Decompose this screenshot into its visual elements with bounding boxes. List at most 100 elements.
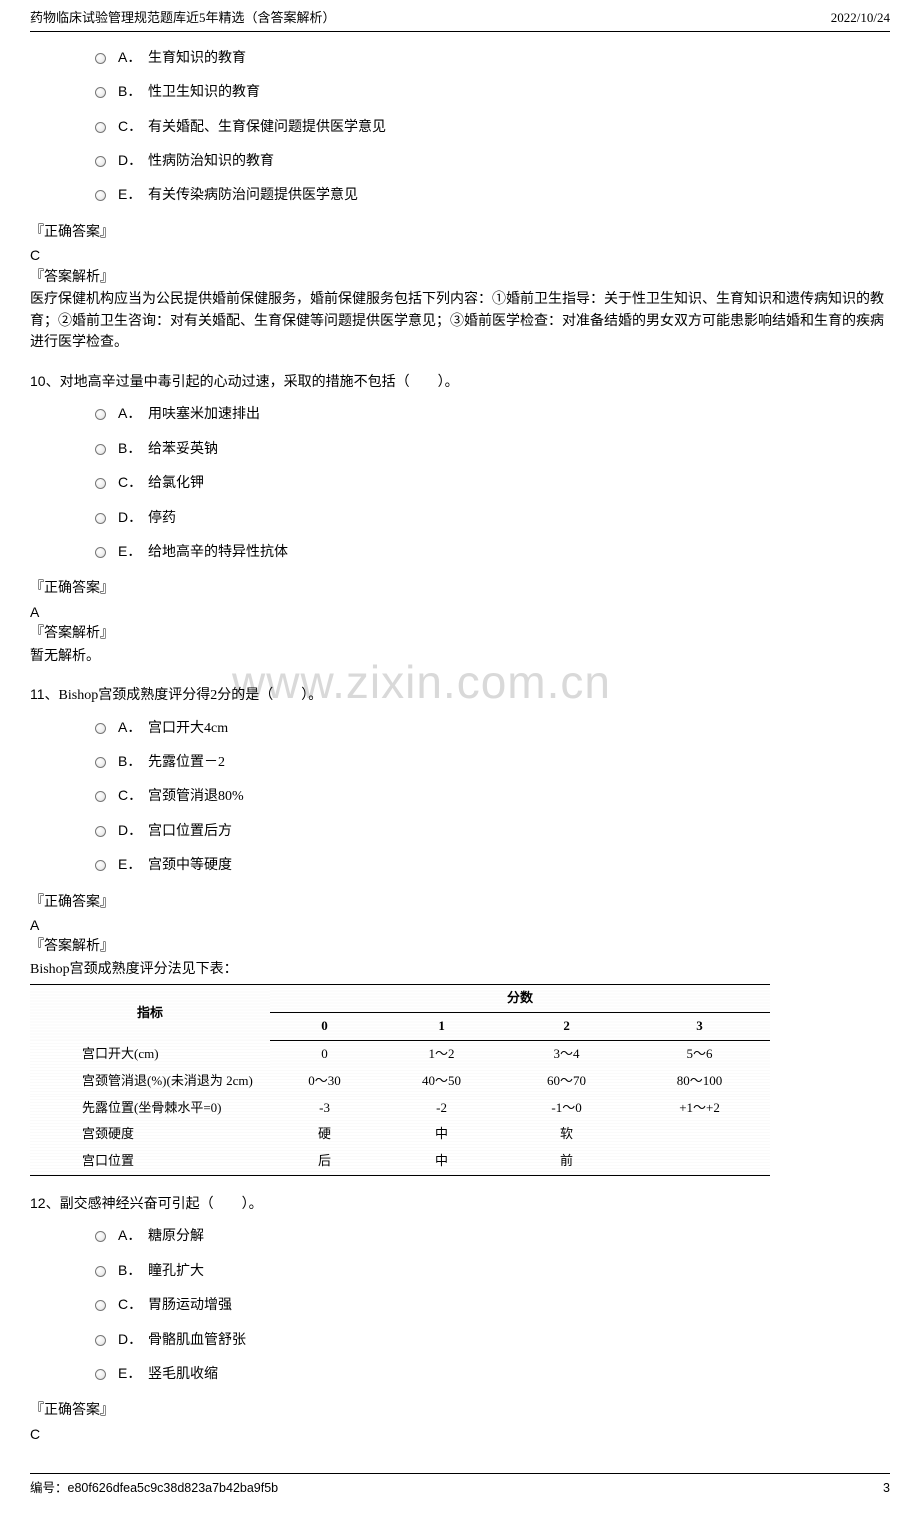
option-letter: A． — [118, 716, 148, 738]
q9-option-b[interactable]: B． 性卫生知识的教育 — [95, 80, 890, 104]
q12-answer: C — [30, 1423, 890, 1445]
q10-option-c[interactable]: C．给氯化钾 — [95, 471, 890, 495]
radio-icon — [95, 860, 106, 871]
q10-number: 10、 — [30, 373, 60, 389]
radio-icon — [95, 723, 106, 734]
radio-icon — [95, 409, 106, 420]
q11-answer: A — [30, 914, 890, 936]
cell: 中 — [379, 1148, 504, 1175]
cell — [629, 1148, 770, 1175]
cell: 硬 — [270, 1121, 379, 1148]
radio-icon — [95, 757, 106, 768]
q9-answer-label: 『正确答案』 — [30, 222, 890, 244]
cell: 3～4 — [504, 1040, 629, 1067]
radio-icon — [95, 826, 106, 837]
bishop-col-3: 3 — [629, 1013, 770, 1041]
cell: 1～2 — [379, 1040, 504, 1067]
row-label: 宫颈管消退(%)(未消退为 2cm) — [30, 1068, 270, 1095]
option-letter: E． — [118, 853, 148, 875]
radio-icon — [95, 87, 106, 98]
cell: 60～70 — [504, 1068, 629, 1095]
q11-number: 11、 — [30, 686, 59, 702]
option-letter: C． — [118, 115, 148, 137]
option-letter: A． — [118, 1224, 148, 1246]
option-letter: D． — [118, 149, 148, 171]
q11-option-e[interactable]: E．宫颈中等硬度 — [95, 853, 890, 877]
q10-options: A．用呋塞米加速排出 B．给苯妥英钠 C．给氯化钾 D．停药 E．给地高辛的特异… — [95, 402, 890, 564]
doc-date: 2022/10/24 — [831, 8, 890, 29]
option-letter: C． — [118, 784, 148, 806]
q12-answer-label: 『正确答案』 — [30, 1400, 890, 1422]
q12-option-b[interactable]: B．瞳孔扩大 — [95, 1259, 890, 1283]
radio-icon — [95, 1369, 106, 1380]
radio-icon — [95, 478, 106, 489]
q11-option-a[interactable]: A．宫口开大4cm — [95, 716, 890, 740]
option-text: 宫口开大4cm — [148, 718, 228, 740]
q9-option-a[interactable]: A． 生育知识的教育 — [95, 46, 890, 70]
q9-analysis: 医疗保健机构应当为公民提供婚前保健服务，婚前保健服务包括下列内容：①婚前卫生指导… — [30, 289, 890, 354]
q12-number: 12、 — [30, 1195, 60, 1211]
doc-title: 药物临床试验管理规范题库近5年精选（含答案解析） — [30, 8, 336, 29]
q11-stem: Bishop宫颈成熟度评分得2分的是（ ）。 — [59, 688, 323, 703]
option-text: 给苯妥英钠 — [148, 439, 218, 461]
option-text: 性卫生知识的教育 — [148, 82, 260, 104]
q10-stem: 对地高辛过量中毒引起的心动过速，采取的措施不包括（ ）。 — [60, 375, 459, 390]
page-number: 3 — [883, 1478, 890, 1498]
table-row: 宫口位置 后 中 前 — [30, 1148, 770, 1175]
option-letter: B． — [118, 1259, 148, 1281]
option-text: 胃肠运动增强 — [148, 1295, 232, 1317]
option-text: 宫颈管消退80% — [148, 786, 244, 808]
bishop-col-2: 2 — [504, 1013, 629, 1041]
radio-icon — [95, 547, 106, 558]
q9-option-d[interactable]: D． 性病防治知识的教育 — [95, 149, 890, 173]
q12-stem: 副交感神经兴奋可引起（ ）。 — [60, 1197, 263, 1212]
radio-icon — [95, 791, 106, 802]
cell: 0 — [270, 1040, 379, 1067]
q11-option-b[interactable]: B．先露位置－2 — [95, 750, 890, 774]
q12-option-c[interactable]: C．胃肠运动增强 — [95, 1293, 890, 1317]
radio-icon — [95, 1266, 106, 1277]
bishop-table: 指标 分数 0 1 2 3 宫口开大(cm) 0 1～2 3～4 5～6 — [30, 984, 770, 1176]
option-text: 生育知识的教育 — [148, 48, 246, 70]
table-row: 宫颈管消退(%)(未消退为 2cm) 0～30 40～50 60～70 80～1… — [30, 1068, 770, 1095]
radio-icon — [95, 53, 106, 64]
q12-option-a[interactable]: A．糖原分解 — [95, 1224, 890, 1248]
q9-answer: C — [30, 244, 890, 266]
cell: 5～6 — [629, 1040, 770, 1067]
q11-option-d[interactable]: D．宫口位置后方 — [95, 819, 890, 843]
cell: 80～100 — [629, 1068, 770, 1095]
table-row: 先露位置(坐骨棘水平=0) -3 -2 -1～0 +1～+2 — [30, 1095, 770, 1122]
q12-option-e[interactable]: E．竖毛肌收缩 — [95, 1362, 890, 1386]
radio-icon — [95, 513, 106, 524]
q9-option-e[interactable]: E． 有关传染病防治问题提供医学意见 — [95, 183, 890, 207]
radio-icon — [95, 122, 106, 133]
radio-icon — [95, 1231, 106, 1242]
option-text: 宫颈中等硬度 — [148, 855, 232, 877]
table-row: 宫口开大(cm) 0 1～2 3～4 5～6 — [30, 1040, 770, 1067]
option-text: 糖原分解 — [148, 1226, 204, 1248]
option-letter: D． — [118, 1328, 148, 1350]
option-letter: B． — [118, 750, 148, 772]
cell: 软 — [504, 1121, 629, 1148]
q10-option-b[interactable]: B．给苯妥英钠 — [95, 437, 890, 461]
cell: 0～30 — [270, 1068, 379, 1095]
option-text: 性病防治知识的教育 — [148, 151, 274, 173]
option-letter: E． — [118, 1362, 148, 1384]
q11-analysis-pre: Bishop宫颈成熟度评分法见下表： — [30, 959, 890, 981]
q10-option-d[interactable]: D．停药 — [95, 506, 890, 530]
q10-option-a[interactable]: A．用呋塞米加速排出 — [95, 402, 890, 426]
q11-option-c[interactable]: C．宫颈管消退80% — [95, 784, 890, 808]
q11-options: A．宫口开大4cm B．先露位置－2 C．宫颈管消退80% D．宫口位置后方 E… — [95, 716, 890, 878]
q12-option-d[interactable]: D．骨骼肌血管舒张 — [95, 1328, 890, 1352]
radio-icon — [95, 190, 106, 201]
q9-option-c[interactable]: C． 有关婚配、生育保健问题提供医学意见 — [95, 115, 890, 139]
q9-analysis-label: 『答案解析』 — [30, 267, 890, 289]
option-text: 有关传染病防治问题提供医学意见 — [148, 185, 358, 207]
q10-option-e[interactable]: E．给地高辛的特异性抗体 — [95, 540, 890, 564]
option-letter: C． — [118, 471, 148, 493]
radio-icon — [95, 1335, 106, 1346]
q10-analysis: 暂无解析。 — [30, 646, 890, 668]
cell: 40～50 — [379, 1068, 504, 1095]
row-label: 宫口开大(cm) — [30, 1040, 270, 1067]
option-text: 竖毛肌收缩 — [148, 1364, 218, 1386]
